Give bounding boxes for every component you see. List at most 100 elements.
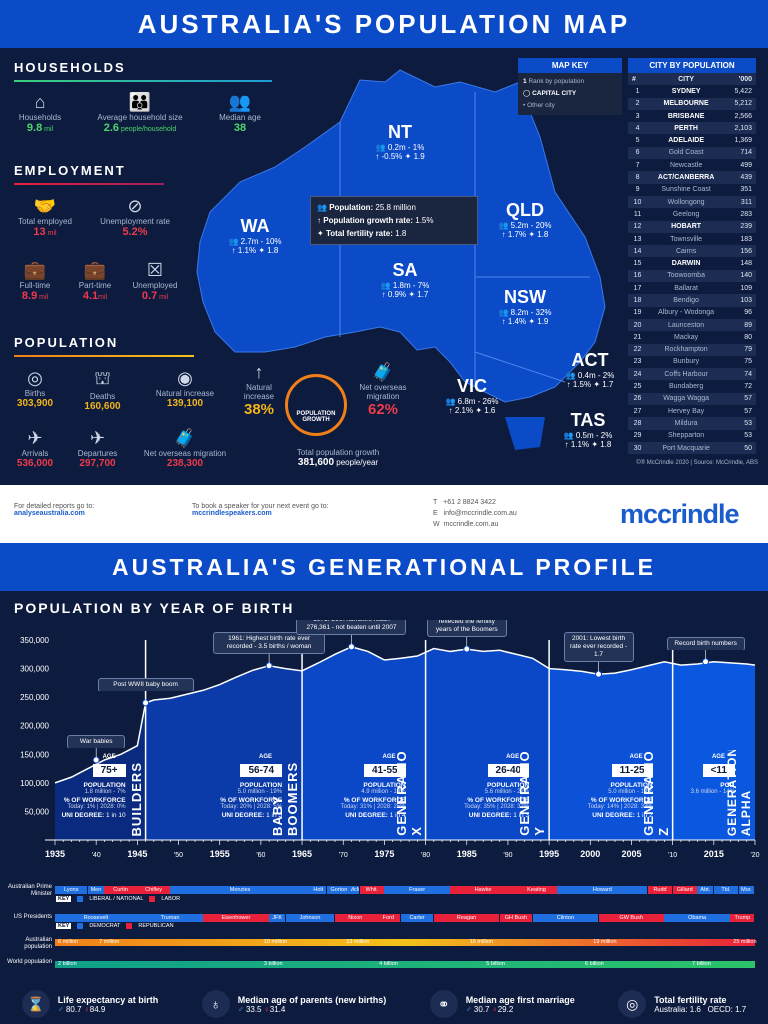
pm-term: Chifley xyxy=(137,886,170,894)
city-row: 2 MELBOURNE 5,212 xyxy=(628,97,756,110)
x-tick-label: '60 xyxy=(256,852,265,859)
employment-row2: 💼 Full-time 8.9 mil 💼 Part-time 4.1mil ☒… xyxy=(10,260,180,302)
us-key: KEY DEMOCRAT REPUBLICAN xyxy=(56,923,174,929)
stat-births: ◎ Births 303,900 xyxy=(10,368,60,409)
stat-life-expectancy: ⌛ Life expectancy at birth ♂ 80.7 ♀84.9 xyxy=(21,990,158,1018)
households-heading: HOUSEHOLDS xyxy=(14,60,126,75)
web-link[interactable]: mccrindle.com.au xyxy=(443,521,499,528)
natural-increase-block: ↑ Natural increase 38% xyxy=(239,362,279,418)
us-president-term: Roosevelt xyxy=(55,914,137,922)
population-line xyxy=(54,646,756,784)
generation-band xyxy=(302,646,426,840)
y-tick-label: 150,000 xyxy=(20,750,49,759)
population-heading: POPULATION xyxy=(14,335,119,350)
no-handshake-icon: ⊘ xyxy=(127,196,143,216)
pm-term: Gillard xyxy=(672,886,697,894)
pm-term: Tbl. xyxy=(713,886,739,894)
city-row: 15 DARWIN 148 xyxy=(633,260,752,268)
us-president-term: GH Bush xyxy=(499,914,533,922)
generation-3: AGE 26-40 POPULATION 5.6 million - 22%% OF … xyxy=(464,750,548,836)
employment-row1: 🤝 Total employed 13 mil ⊘ Unemployment r… xyxy=(10,196,180,238)
divider xyxy=(14,355,194,357)
state-tas: TAS 👥 0.5m - 2% ↑ 1.1% ✦ 1.8 xyxy=(563,410,613,449)
plane-landing-icon: ✈ xyxy=(27,428,43,448)
annotation: 1971: Birth numbers reach 276,361 - not … xyxy=(296,620,407,635)
households-stats: ⌂ Households 9.8 mil 👪 Average household… xyxy=(10,92,270,142)
state-nsw: NSW 👥 8.2m - 32% ↑ 1.4% ✦ 1.9 xyxy=(498,287,552,326)
divider xyxy=(14,183,164,185)
x-tick-label: 2005 xyxy=(621,849,641,859)
speaker-block: To book a speaker for your next event go… xyxy=(192,503,329,517)
annotation: The "echo boom" - reflected the fertilit… xyxy=(426,620,507,638)
pm-term: Hawke xyxy=(450,886,516,894)
aus-pop-milestone: 25 million xyxy=(733,939,757,945)
contact-strip: For detailed reports go to: analyseaustr… xyxy=(0,485,768,543)
contact-details: T +61 2 8824 3422 E info@mccrindle.com.a… xyxy=(433,499,517,528)
x-tick-label: 1935 xyxy=(45,849,65,859)
tasmania-shape xyxy=(505,417,545,450)
city-row: 14 Cairns 156 xyxy=(628,245,756,258)
stat-median-age: 👥 Median age 38 xyxy=(210,92,270,142)
aus-pop-bar xyxy=(55,939,755,946)
speaker-link[interactable]: mccrindlespeakers.com xyxy=(192,510,272,517)
generation-4: AGE 11-25 POPULATION 5.0 million - 19%% OF … xyxy=(587,750,671,836)
y-tick-label: 50,000 xyxy=(25,807,50,816)
generation-2: AGE 41-55 POPULATION 4.9 million - 19%% OF … xyxy=(340,750,424,836)
annotation-text: War babies xyxy=(67,735,126,748)
annotation-text: The "echo boom" - reflected the fertilit… xyxy=(426,620,507,638)
state-sa: SA 👥 1.8m - 7% ↑ 0.9% ✦ 1.7 xyxy=(380,260,430,299)
world-pop-label: World population xyxy=(7,959,52,965)
aus-pop-milestone: 16 million xyxy=(469,939,493,945)
x-tick-label: 1975 xyxy=(374,849,394,859)
births-chart: 350,000 300,000 250,000 200,000 150,000 100,0… xyxy=(20,620,760,859)
chart-heading: POPULATION BY YEAR OF BIRTH xyxy=(14,600,295,616)
annotation: 1961: Highest birth rate ever recorded -… xyxy=(213,631,326,654)
pregnant-icon: ♁ xyxy=(201,990,230,1018)
us-president-term: Ford xyxy=(376,914,401,922)
x-tick-label: 1965 xyxy=(292,849,312,859)
generation-1: AGE 56-74 POPULATION 5.0 million - 19%% OF … xyxy=(220,754,301,836)
aus-pop-milestone: 19 million xyxy=(593,939,617,945)
city-row: 1 SYDNEY 5,422 xyxy=(635,87,752,95)
city-row: 13 Townsville 183 xyxy=(633,235,752,243)
pm-term: Fraser xyxy=(384,886,450,894)
world-pop-milestone: 6 billion xyxy=(585,961,604,967)
us-president-term: GW Bush xyxy=(598,914,664,922)
divider xyxy=(14,80,272,82)
baby-icon: ◎ xyxy=(27,368,43,388)
annotation-text: Post WWII baby boom xyxy=(97,677,194,691)
mccrindle-logo: mccrindle xyxy=(620,499,740,529)
x-tick-label: 1995 xyxy=(539,849,559,859)
y-tick-label: 100,000 xyxy=(20,779,49,788)
us-president-term: Nixon xyxy=(335,914,376,922)
national-summary-box: 👥 Population: 25.8 million ↑ Population … xyxy=(310,196,478,245)
reports-link[interactable]: analyseaustralia.com xyxy=(14,510,85,517)
aus-pop-milestone: 13 million xyxy=(346,939,370,945)
bottom-stats: ⌛ Life expectancy at birth ♂ 80.7 ♀84.9 ♁… xyxy=(0,984,768,1024)
city-row: 29 Shepparton 53 xyxy=(633,432,752,440)
city-row: 4 PERTH 2,103 xyxy=(628,122,756,135)
email-link[interactable]: info@mccrindle.com.au xyxy=(443,510,517,517)
y-tick-label: 350,000 xyxy=(20,636,49,645)
world-pop-milestone: 5 billion xyxy=(486,961,505,967)
city-row: 18 Bendigo 103 xyxy=(628,294,756,307)
stat-arrivals: ✈ Arrivals 536,000 xyxy=(10,428,60,469)
family-icon: 👪 xyxy=(128,92,152,112)
us-president-term: Clinton xyxy=(532,914,599,922)
pm-term: Lyons xyxy=(55,886,88,894)
aus-pop-label: Australian population xyxy=(24,937,52,950)
us-president-term: Reagan xyxy=(433,914,500,922)
city-row: 10 Wollongong 311 xyxy=(628,195,756,209)
map-source: ©® McCrindle 2020 | Source: McCrindle, A… xyxy=(636,460,758,466)
employment-heading: EMPLOYMENT xyxy=(14,163,126,178)
x-tick-label: 1955 xyxy=(210,849,230,859)
reports-block: For detailed reports go to: analyseaustr… xyxy=(14,503,95,517)
rings-icon: ⚭ xyxy=(429,990,458,1018)
annotation: 2001: Lowest birth rate ever recorded - … xyxy=(563,632,634,663)
city-row: 9 Sunshine Coast 351 xyxy=(635,186,752,194)
stat-unemployed: ☒ Unemployed 0.7 mil xyxy=(130,260,180,302)
x-tick-label: 1945 xyxy=(127,849,147,859)
